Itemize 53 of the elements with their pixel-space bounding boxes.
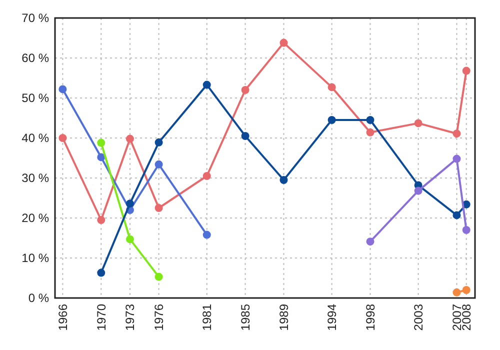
x-tick-label: 1981 — [200, 304, 214, 331]
y-tick-label: 70 % — [22, 11, 50, 26]
point — [202, 172, 211, 180]
point — [462, 226, 470, 234]
x-tick-label: 1966 — [56, 304, 70, 331]
point — [241, 86, 250, 94]
point — [58, 134, 67, 142]
point — [154, 160, 163, 168]
point — [328, 116, 336, 124]
point — [97, 138, 106, 147]
point — [414, 186, 422, 195]
point — [366, 238, 374, 246]
point — [97, 216, 106, 224]
point — [126, 134, 134, 143]
point — [126, 235, 134, 244]
point — [126, 200, 134, 208]
point — [58, 85, 67, 94]
point — [452, 288, 461, 296]
x-tick-label: 1998 — [363, 304, 378, 331]
y-tick-label: 20 % — [22, 211, 50, 226]
y-tick-label: 30 % — [22, 171, 50, 186]
x-tick-label: 1985 — [238, 304, 252, 331]
x-tick-label: 1970 — [94, 304, 108, 331]
point — [462, 286, 470, 294]
point — [154, 204, 163, 212]
point — [97, 268, 106, 277]
x-tick-label: 2008 — [460, 304, 474, 331]
y-tick-label: 10 % — [22, 251, 50, 266]
point — [280, 176, 288, 184]
point — [241, 132, 250, 140]
x-tick-label: 1973 — [123, 304, 138, 331]
point — [452, 211, 461, 220]
point — [452, 154, 461, 163]
y-tick-label: 50 % — [22, 91, 50, 106]
point — [154, 272, 163, 281]
x-tick-label: 1976 — [152, 304, 166, 331]
point — [202, 80, 211, 89]
point — [97, 153, 106, 162]
x-tick-label: 1989 — [276, 304, 291, 331]
point — [328, 83, 336, 92]
point — [462, 66, 470, 75]
x-tick-label: 1994 — [324, 304, 339, 331]
y-tick-label: 0 % — [28, 291, 50, 306]
point — [154, 138, 163, 146]
y-tick-label: 60 % — [22, 51, 50, 66]
point — [366, 116, 374, 124]
point — [280, 38, 288, 47]
point — [414, 119, 422, 128]
point — [202, 230, 211, 239]
point — [366, 128, 374, 136]
y-tick-label: 40 % — [22, 131, 50, 146]
point — [452, 130, 461, 138]
x-tick-label: 2003 — [411, 304, 426, 331]
